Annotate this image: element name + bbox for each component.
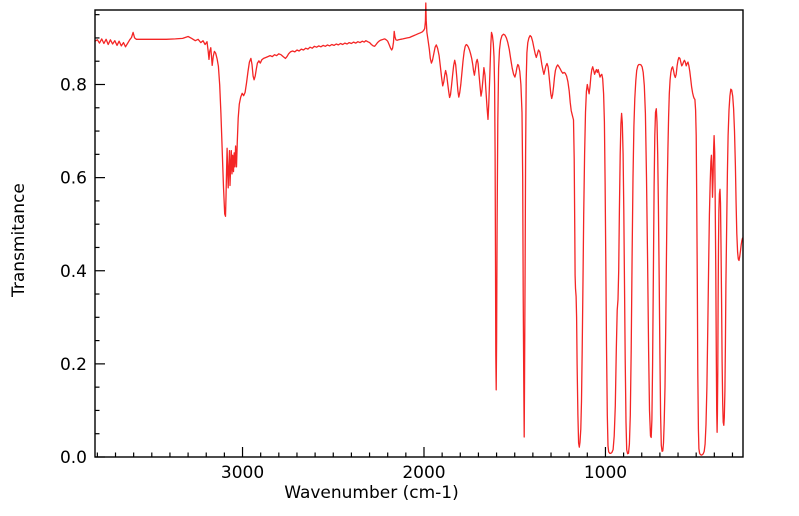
y-axis-title: Transmitance <box>9 183 29 297</box>
y-tick-label: 0.6 <box>60 169 87 189</box>
y-tick-label: 0.4 <box>60 262 87 282</box>
spectrum-line <box>94 2 744 456</box>
x-tick-label: 3000 <box>221 463 264 483</box>
y-tick-label: 0.0 <box>60 448 87 468</box>
y-tick-label: 0.2 <box>60 355 87 375</box>
plot-area-border <box>94 9 744 458</box>
x-axis-title: Wavenumber (cm-1) <box>284 483 459 503</box>
x-tick-label: 1000 <box>584 463 627 483</box>
x-tick-label: 2000 <box>402 463 445 483</box>
y-tick-label: 0.8 <box>60 76 87 96</box>
